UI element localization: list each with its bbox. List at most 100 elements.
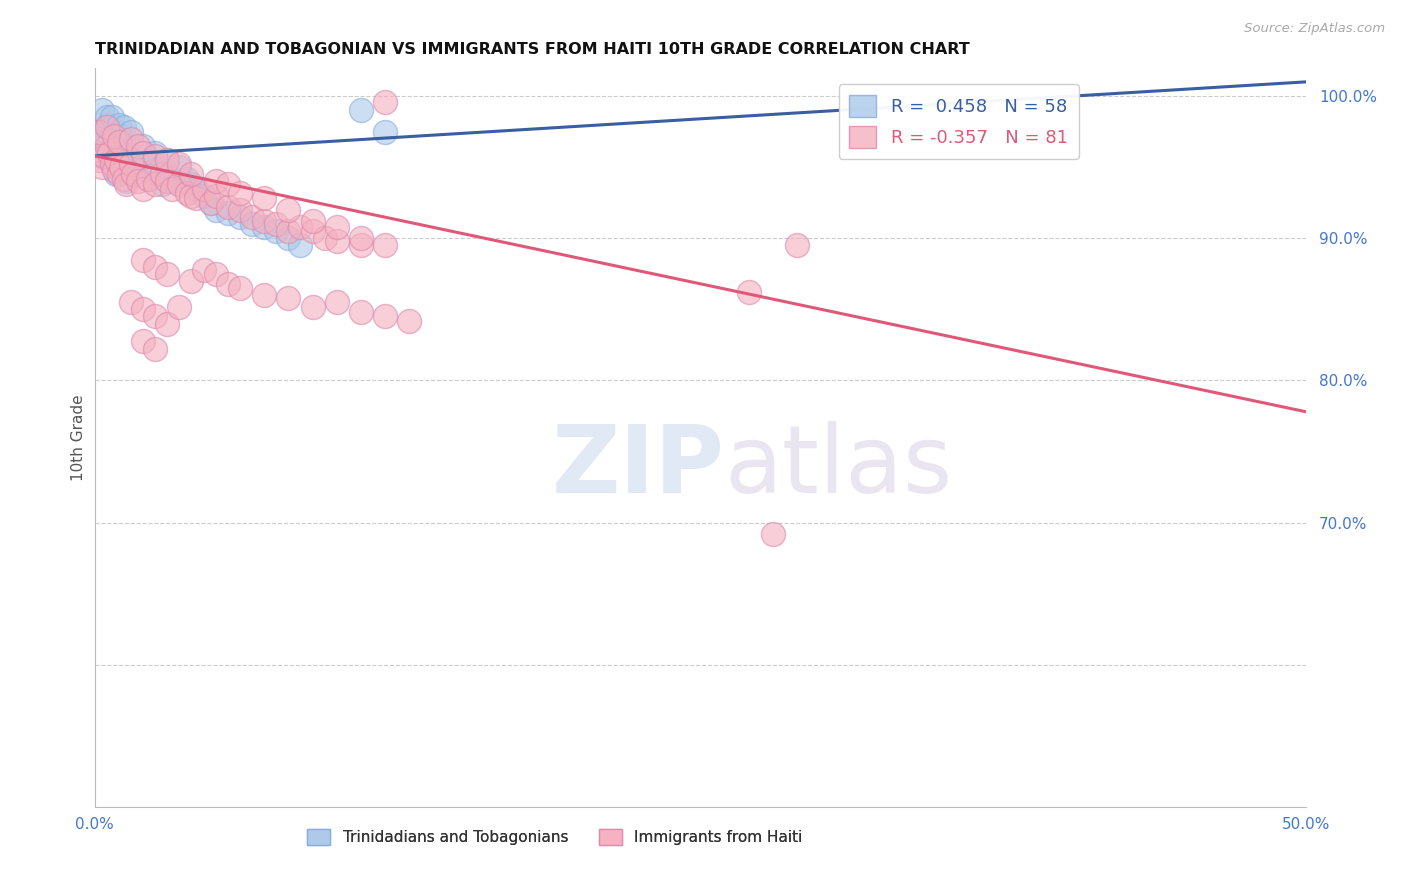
Point bbox=[110, 160, 132, 174]
Point bbox=[143, 145, 166, 160]
Point bbox=[89, 153, 111, 167]
Point bbox=[398, 314, 420, 328]
Point bbox=[96, 118, 118, 132]
Point bbox=[180, 188, 202, 202]
Point bbox=[350, 305, 373, 319]
Y-axis label: 10th Grade: 10th Grade bbox=[72, 394, 86, 481]
Point bbox=[107, 128, 129, 143]
Point bbox=[107, 167, 129, 181]
Point bbox=[98, 153, 121, 167]
Point bbox=[115, 174, 138, 188]
Point bbox=[96, 139, 118, 153]
Point bbox=[176, 171, 198, 186]
Point bbox=[143, 163, 166, 178]
Point bbox=[762, 527, 785, 541]
Point bbox=[132, 181, 155, 195]
Point bbox=[301, 214, 323, 228]
Point bbox=[98, 145, 121, 160]
Point bbox=[105, 167, 128, 181]
Point bbox=[127, 163, 149, 178]
Point bbox=[204, 267, 226, 281]
Point bbox=[122, 167, 145, 181]
Point bbox=[136, 171, 159, 186]
Point bbox=[217, 277, 239, 291]
Point bbox=[180, 274, 202, 288]
Point bbox=[132, 302, 155, 317]
Point bbox=[90, 103, 112, 118]
Point bbox=[143, 178, 166, 192]
Point bbox=[100, 125, 122, 139]
Point bbox=[160, 181, 183, 195]
Point bbox=[169, 160, 191, 174]
Point bbox=[143, 342, 166, 356]
Point bbox=[143, 260, 166, 274]
Point bbox=[186, 191, 208, 205]
Point bbox=[326, 219, 349, 234]
Point bbox=[253, 191, 276, 205]
Point bbox=[229, 186, 252, 200]
Point bbox=[115, 145, 138, 160]
Point bbox=[93, 132, 115, 146]
Point bbox=[264, 217, 287, 231]
Point bbox=[253, 219, 276, 234]
Point bbox=[169, 157, 191, 171]
Point bbox=[105, 153, 128, 167]
Point bbox=[186, 181, 208, 195]
Point bbox=[350, 231, 373, 245]
Point bbox=[86, 128, 108, 143]
Point bbox=[100, 145, 122, 160]
Point bbox=[277, 291, 299, 305]
Point bbox=[89, 135, 111, 149]
Point bbox=[204, 174, 226, 188]
Point bbox=[107, 135, 129, 149]
Point bbox=[229, 281, 252, 295]
Point bbox=[132, 139, 155, 153]
Point bbox=[180, 167, 202, 181]
Point bbox=[156, 153, 179, 167]
Point bbox=[96, 120, 118, 135]
Point bbox=[103, 163, 125, 178]
Text: ZIP: ZIP bbox=[551, 421, 724, 513]
Point bbox=[240, 217, 263, 231]
Point bbox=[143, 310, 166, 324]
Point bbox=[143, 149, 166, 163]
Point bbox=[107, 153, 129, 167]
Point bbox=[156, 174, 179, 188]
Point bbox=[127, 139, 149, 153]
Point bbox=[229, 210, 252, 224]
Point bbox=[132, 252, 155, 267]
Point bbox=[240, 210, 263, 224]
Point bbox=[132, 334, 155, 348]
Point bbox=[132, 157, 155, 171]
Text: atlas: atlas bbox=[724, 421, 953, 513]
Point bbox=[180, 178, 202, 192]
Point bbox=[253, 288, 276, 302]
Point bbox=[277, 224, 299, 238]
Point bbox=[277, 231, 299, 245]
Point bbox=[217, 200, 239, 214]
Point bbox=[103, 128, 125, 143]
Point bbox=[103, 160, 125, 174]
Point bbox=[112, 160, 135, 174]
Point bbox=[112, 171, 135, 186]
Point bbox=[89, 125, 111, 139]
Point bbox=[277, 202, 299, 217]
Point bbox=[100, 157, 122, 171]
Point bbox=[229, 202, 252, 217]
Point bbox=[132, 145, 155, 160]
Point bbox=[326, 295, 349, 310]
Point bbox=[152, 178, 174, 192]
Point bbox=[160, 174, 183, 188]
Point bbox=[89, 145, 111, 160]
Point bbox=[90, 160, 112, 174]
Point bbox=[115, 178, 138, 192]
Point bbox=[314, 231, 336, 245]
Point bbox=[350, 238, 373, 252]
Point bbox=[193, 188, 215, 202]
Point bbox=[93, 143, 115, 157]
Point bbox=[156, 317, 179, 331]
Point bbox=[204, 202, 226, 217]
Point bbox=[93, 149, 115, 163]
Point bbox=[176, 186, 198, 200]
Point bbox=[120, 157, 142, 171]
